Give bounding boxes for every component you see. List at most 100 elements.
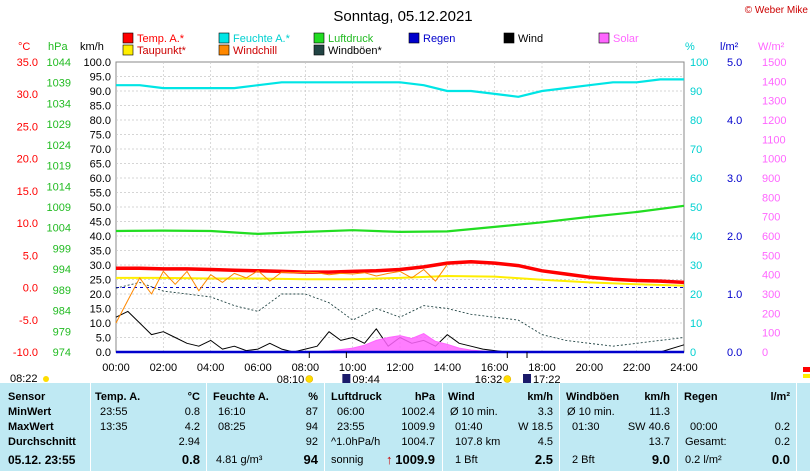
tick-label-percent: 20 [690, 289, 702, 301]
stats-min-press: 1002.4 [401, 406, 435, 418]
tick-label-hpa: 979 [53, 326, 71, 338]
legend-label: Regen [423, 33, 455, 45]
tick-label-kmh: 60.0 [90, 173, 111, 185]
stats-min-temp-time: 23:55 [100, 406, 128, 418]
tick-label-kmh: 45.0 [90, 217, 111, 229]
tick-label-rain: 2.0 [727, 231, 742, 243]
stats-header-rain-unit: l/m² [770, 391, 790, 403]
stats-avg-wind: 4.5 [537, 436, 553, 448]
stats-avg-wind-dist: 107.8 km [455, 436, 501, 448]
stats-max-hum-time: 08:25 [218, 421, 246, 433]
stats-avg-gust: 13.7 [648, 436, 670, 448]
tick-label-kmh: 90.0 [90, 86, 111, 98]
tick-label-solar: 1100 [762, 134, 786, 146]
tick-label-percent: 70 [690, 144, 702, 156]
stats-current-weather: sonnig [331, 454, 364, 466]
stats-row-min-label: MinWert [8, 406, 52, 418]
tick-label-celsius: 5.0 [23, 250, 38, 262]
tick-label-x: 00:00 [102, 362, 130, 374]
series-line-temp-a [116, 260, 685, 285]
stats-max-rain-time: 00:00 [690, 421, 718, 433]
tick-label-solar: 1400 [762, 76, 786, 88]
stats-current-hum-abs: 4.81 g/m³ [216, 454, 263, 466]
legend-item-windchill: Windchill [218, 44, 277, 57]
stats-header-pressure-unit: hPa [414, 391, 435, 403]
tick-label-celsius: 30.0 [17, 89, 38, 101]
stats-header-humidity: Feuchte A. [213, 391, 269, 403]
tick-label-hpa: 974 [53, 347, 71, 359]
tick-label-solar: 700 [762, 212, 780, 224]
tick-label-celsius: 15.0 [17, 186, 38, 198]
tick-label-solar: 500 [762, 250, 780, 262]
tick-label-hpa: 1024 [47, 140, 71, 152]
tick-label-hpa: 989 [53, 285, 71, 297]
tick-label-x: 12:00 [386, 362, 414, 374]
tick-label-hpa: 1019 [47, 161, 71, 173]
tick-label-solar: 400 [762, 270, 780, 282]
legend-label: Windböen* [328, 45, 383, 57]
tick-label-hpa: 994 [53, 264, 71, 276]
pressure-trend-arrow-icon: ↑ [386, 452, 393, 467]
stats-header-pressure: Luftdruck [331, 391, 382, 403]
stats-current-gust: 9.0 [651, 452, 670, 467]
stats-row-avg-label: Durchschnitt [8, 436, 76, 448]
tick-label-kmh: 25.0 [90, 275, 111, 287]
tick-label-solar: 100 [762, 328, 780, 340]
tick-label-percent: 0 [690, 347, 696, 359]
stats-avg-temp: 2.94 [178, 436, 200, 448]
legend-label: Feuchte A.* [233, 33, 291, 45]
series-line-taupunkt [116, 275, 685, 287]
stats-min-hum: 87 [305, 406, 318, 418]
axis-unit-rain: l/m² [720, 41, 739, 53]
stats-row-max-label: MaxWert [8, 421, 54, 433]
tick-label-kmh: 85.0 [90, 101, 111, 113]
tick-label-x: 20:00 [576, 362, 604, 374]
tick-label-kmh: 100.0 [83, 57, 111, 69]
stats-header-gust: Windböen [566, 391, 620, 403]
legend-item-humidity: Feuchte A.* [218, 32, 291, 45]
statistics-table: Sensor Temp. A. °C Feuchte A. % Luftdruc… [0, 383, 810, 471]
stats-header-rain: Regen [684, 391, 718, 403]
copyright-text: © Weber Mike [745, 5, 809, 16]
tick-label-kmh: 30.0 [90, 260, 111, 272]
stats-avg-rain-label: Gesamt: [685, 436, 727, 448]
tick-label-rain: 5.0 [727, 57, 742, 69]
tick-label-solar: 600 [762, 231, 780, 243]
tick-label-kmh: 10.0 [90, 318, 111, 330]
stats-max-gust-time: 01:30 [572, 421, 600, 433]
stats-header-wind-unit: km/h [527, 391, 553, 403]
moon-icon [523, 374, 532, 383]
axis-unit-solar: W/m² [758, 41, 785, 53]
tick-label-rain: 0.0 [727, 347, 742, 359]
legend-item-gusts: Windböen* [313, 44, 383, 57]
tick-label-x: 02:00 [150, 362, 178, 374]
sun-icon [305, 375, 314, 383]
tick-label-x: 10:00 [339, 362, 367, 374]
stats-header-wind: Wind [448, 391, 475, 403]
tick-label-hpa: 1044 [47, 57, 71, 69]
tick-label-x: 04:00 [197, 362, 225, 374]
stats-max-press: 1009.9 [401, 421, 435, 433]
tick-label-celsius: -10.0 [13, 347, 38, 359]
stats-header-humidity-unit: % [308, 391, 318, 403]
moonrise-marker-label: 09:44 [352, 374, 380, 383]
grid-lines [116, 62, 684, 352]
stats-current-press: 1009.9 [395, 452, 435, 467]
tick-label-kmh: 70.0 [90, 144, 111, 156]
legend-label: Wind [518, 33, 543, 45]
tick-label-solar: 1500 [762, 57, 786, 69]
legend: Temp. A.* Feuchte A.* Luftdruck Regen Wi… [122, 32, 639, 57]
tick-label-kmh: 65.0 [90, 159, 111, 171]
moon-icon [342, 374, 351, 383]
tick-label-x: 18:00 [528, 362, 556, 374]
tick-label-hpa: 999 [53, 243, 71, 255]
series-line-windchill [115, 264, 448, 324]
tick-label-solar: 1000 [762, 154, 786, 166]
weather-chart: Sonntag, 05.12.2021 © Weber Mike Temp. A… [10, 5, 810, 383]
tick-label-percent: 10 [690, 318, 702, 330]
sunset-marker-label: 16:32 [475, 374, 503, 383]
stats-max-hum: 94 [305, 421, 318, 433]
tick-label-celsius: 0.0 [23, 283, 38, 295]
tick-label-kmh: 95.0 [90, 72, 111, 84]
stats-header-gust-unit: km/h [644, 391, 670, 403]
